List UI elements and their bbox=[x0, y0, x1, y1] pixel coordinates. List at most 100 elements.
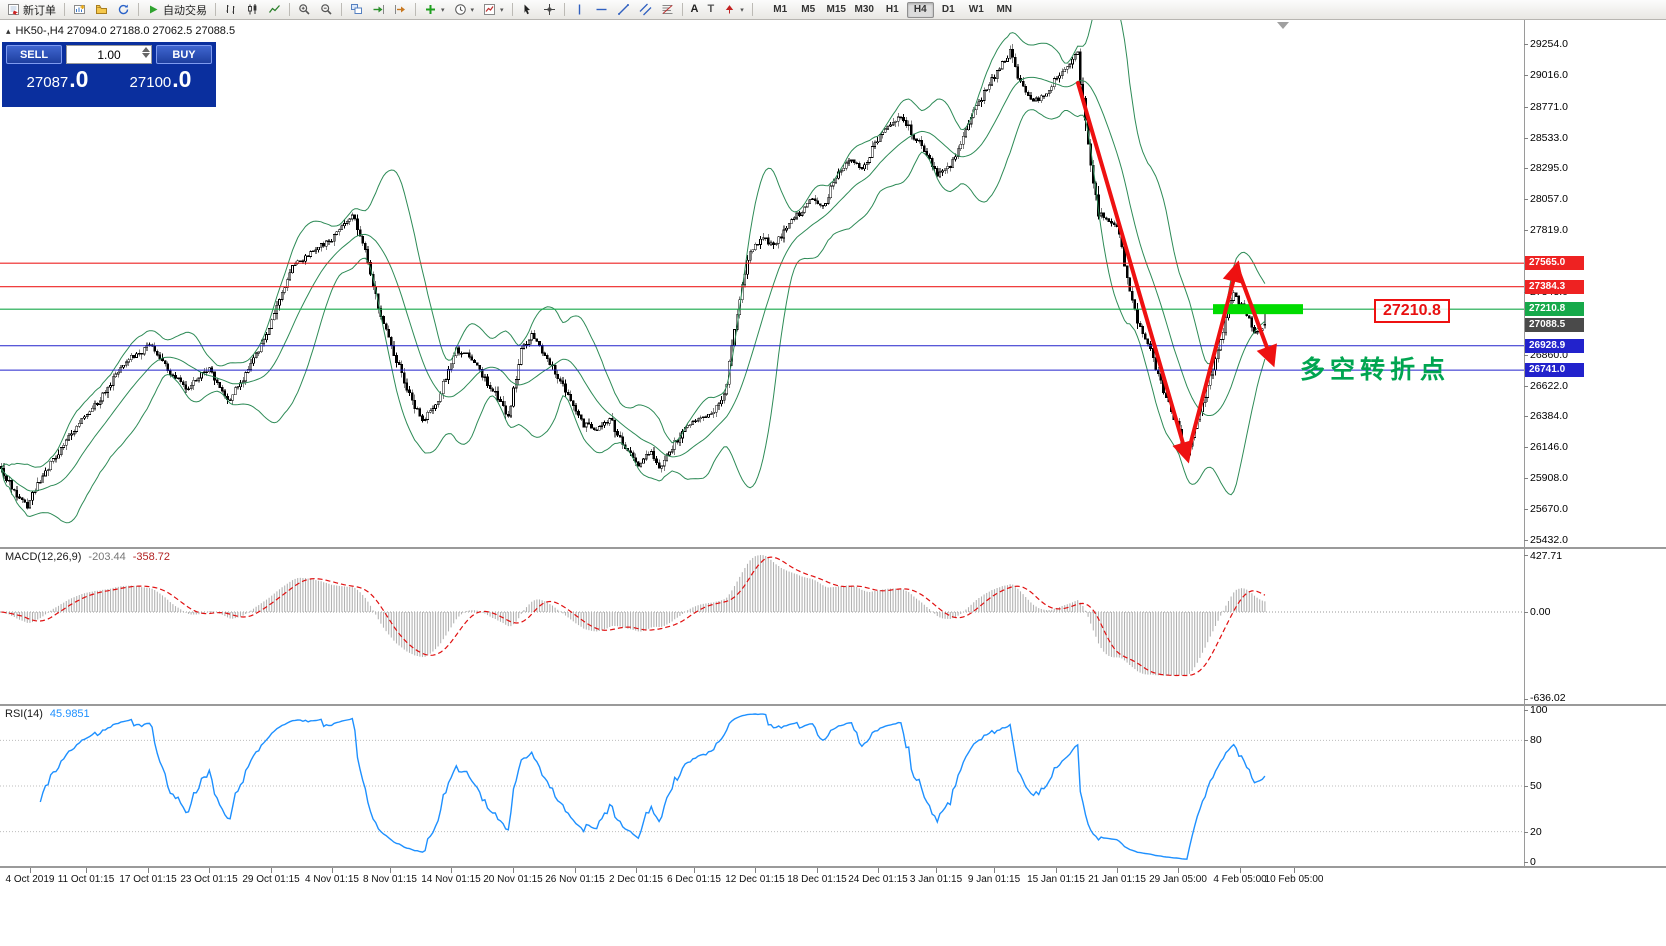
annotation-price-box[interactable]: 27210.8 bbox=[1374, 299, 1450, 323]
chart-shift-button[interactable] bbox=[390, 1, 411, 18]
chevron-down-icon: ▾ bbox=[740, 6, 744, 14]
chart-shift-icon bbox=[395, 5, 405, 14]
main-toolbar: 新订单 自动交易 ▾ ▾ ▾ A bbox=[0, 0, 1666, 20]
indicators-icon bbox=[426, 5, 435, 14]
highlight-bar[interactable] bbox=[1213, 304, 1303, 315]
indicators-button[interactable]: ▾ bbox=[420, 1, 449, 18]
rsi-axis-tick bbox=[1524, 786, 1528, 787]
macd-separator[interactable] bbox=[0, 547, 1666, 549]
time-axis-label: 3 Jan 01:15 bbox=[909, 874, 963, 885]
time-axis-label: 29 Oct 01:15 bbox=[242, 874, 300, 885]
templates-button[interactable]: ▾ bbox=[479, 1, 508, 18]
rsi-plot[interactable] bbox=[0, 706, 1524, 866]
price-axis-label: 28057.0 bbox=[1530, 193, 1568, 206]
toolbar-separator bbox=[138, 3, 139, 16]
channel-icon bbox=[639, 3, 652, 16]
rsi-axis-label: 100 bbox=[1530, 704, 1548, 716]
macd-signal-value: -358.72 bbox=[132, 551, 171, 563]
volume-value: 1.00 bbox=[97, 47, 121, 62]
timeframe-w1-button[interactable]: W1 bbox=[963, 2, 990, 18]
trendline-button[interactable] bbox=[613, 1, 634, 18]
timeframe-mn-button[interactable]: MN bbox=[991, 2, 1018, 18]
main-chart-plot[interactable] bbox=[0, 19, 1524, 547]
rsi-label: RSI(14) bbox=[5, 708, 43, 720]
price-axis-tick bbox=[1524, 447, 1528, 449]
timeframe-h1-button[interactable]: H1 bbox=[879, 2, 906, 18]
price-axis-line bbox=[1524, 19, 1525, 866]
zoom-in-button[interactable] bbox=[294, 1, 315, 18]
new-chart-button[interactable] bbox=[69, 1, 90, 18]
bar-chart-button[interactable] bbox=[220, 1, 241, 18]
macd-signal-line bbox=[1, 556, 1266, 677]
timeframe-m30-button[interactable]: M30 bbox=[851, 2, 878, 18]
macd-plot[interactable] bbox=[0, 549, 1524, 704]
timeframe-d1-button[interactable]: D1 bbox=[935, 2, 962, 18]
candles-layer bbox=[0, 43, 1267, 510]
timeframe-m5-button[interactable]: M5 bbox=[795, 2, 822, 18]
vertical-line-button[interactable] bbox=[569, 1, 590, 18]
refresh-button[interactable] bbox=[113, 1, 134, 18]
horizontal-line-button[interactable] bbox=[591, 1, 612, 18]
time-axis-label: 24 Dec 01:15 bbox=[848, 874, 908, 885]
fibonacci-button[interactable] bbox=[657, 1, 678, 18]
timeframe-m15-button[interactable]: M15 bbox=[823, 2, 850, 18]
text-button[interactable]: A bbox=[687, 1, 703, 18]
price-axis-label: 28533.0 bbox=[1530, 131, 1568, 144]
volume-spinner[interactable] bbox=[142, 47, 150, 58]
time-axis-label: 12 Dec 01:15 bbox=[725, 874, 785, 885]
price-axis-label: 25908.0 bbox=[1530, 472, 1568, 485]
vertical-line-icon bbox=[578, 4, 580, 15]
rsi-axis-label: 80 bbox=[1530, 734, 1542, 747]
price-marker-tag: 27565.0 bbox=[1525, 256, 1584, 271]
chart-shift-marker[interactable] bbox=[1277, 22, 1289, 29]
timeframe-group: M1 M5 M15 M30 H1 H4 D1 W1 MN bbox=[767, 1, 1018, 18]
oneclick-toggle-icon[interactable]: ▴ bbox=[6, 25, 11, 36]
line-chart-button[interactable] bbox=[264, 1, 285, 18]
crosshair-button[interactable] bbox=[539, 1, 560, 18]
text-label-icon: T bbox=[707, 3, 715, 15]
chevron-down-icon: ▾ bbox=[441, 6, 445, 14]
rsi-separator[interactable] bbox=[0, 704, 1666, 706]
periods-button[interactable]: ▾ bbox=[450, 1, 479, 18]
toolbar-separator bbox=[681, 3, 683, 16]
timeframe-h4-button[interactable]: H4 bbox=[906, 1, 934, 18]
annotation-note[interactable]: 多空转折点 bbox=[1300, 356, 1451, 384]
buy-price-big: .0 bbox=[172, 66, 192, 92]
time-axis-label: 4 Nov 01:15 bbox=[305, 874, 359, 885]
rsi-value: 45.9851 bbox=[49, 708, 90, 720]
rsi-axis-label: 20 bbox=[1530, 825, 1542, 838]
sell-price[interactable]: 27087.0 bbox=[6, 66, 109, 93]
macd-axis-label: -636.02 bbox=[1530, 692, 1566, 704]
trend-arrows[interactable] bbox=[1076, 81, 1277, 464]
time-axis-tick bbox=[994, 868, 995, 873]
volume-up-icon[interactable] bbox=[142, 47, 150, 52]
tile-windows-button[interactable] bbox=[346, 1, 367, 18]
time-axis-label: 4 Feb 05:00 bbox=[1213, 874, 1267, 885]
time-axis-label: 18 Dec 01:15 bbox=[787, 874, 847, 885]
channel-button[interactable] bbox=[635, 1, 656, 18]
volume-input[interactable]: 1.00 bbox=[66, 45, 152, 64]
new-order-button[interactable]: 新订单 bbox=[3, 1, 60, 18]
chevron-down-icon: ▾ bbox=[470, 6, 475, 14]
volume-down-icon[interactable] bbox=[142, 53, 150, 58]
price-axis-label: 25670.0 bbox=[1530, 503, 1568, 516]
buy-button[interactable]: BUY bbox=[156, 45, 212, 64]
sell-button[interactable]: SELL bbox=[6, 45, 62, 64]
time-axis-tick bbox=[694, 868, 695, 873]
profiles-button[interactable] bbox=[91, 1, 112, 18]
candlestick-button[interactable] bbox=[242, 1, 263, 18]
zoom-out-button[interactable] bbox=[316, 1, 337, 18]
buy-price[interactable]: 27100.0 bbox=[109, 66, 212, 93]
arrows-button[interactable]: ▾ bbox=[719, 1, 748, 18]
auto-scroll-button[interactable] bbox=[368, 1, 389, 18]
price-axis-label: 26384.0 bbox=[1530, 410, 1568, 423]
cursor-button[interactable] bbox=[517, 1, 538, 18]
autotrade-button[interactable]: 自动交易 bbox=[143, 1, 211, 18]
timeframe-m1-button[interactable]: M1 bbox=[767, 2, 794, 18]
price-axis-tick bbox=[1524, 230, 1528, 232]
price-axis-tick bbox=[1524, 106, 1528, 108]
time-axis-tick bbox=[332, 868, 333, 873]
price-axis-tick bbox=[1524, 509, 1528, 511]
text-label-button[interactable]: T bbox=[704, 1, 719, 18]
